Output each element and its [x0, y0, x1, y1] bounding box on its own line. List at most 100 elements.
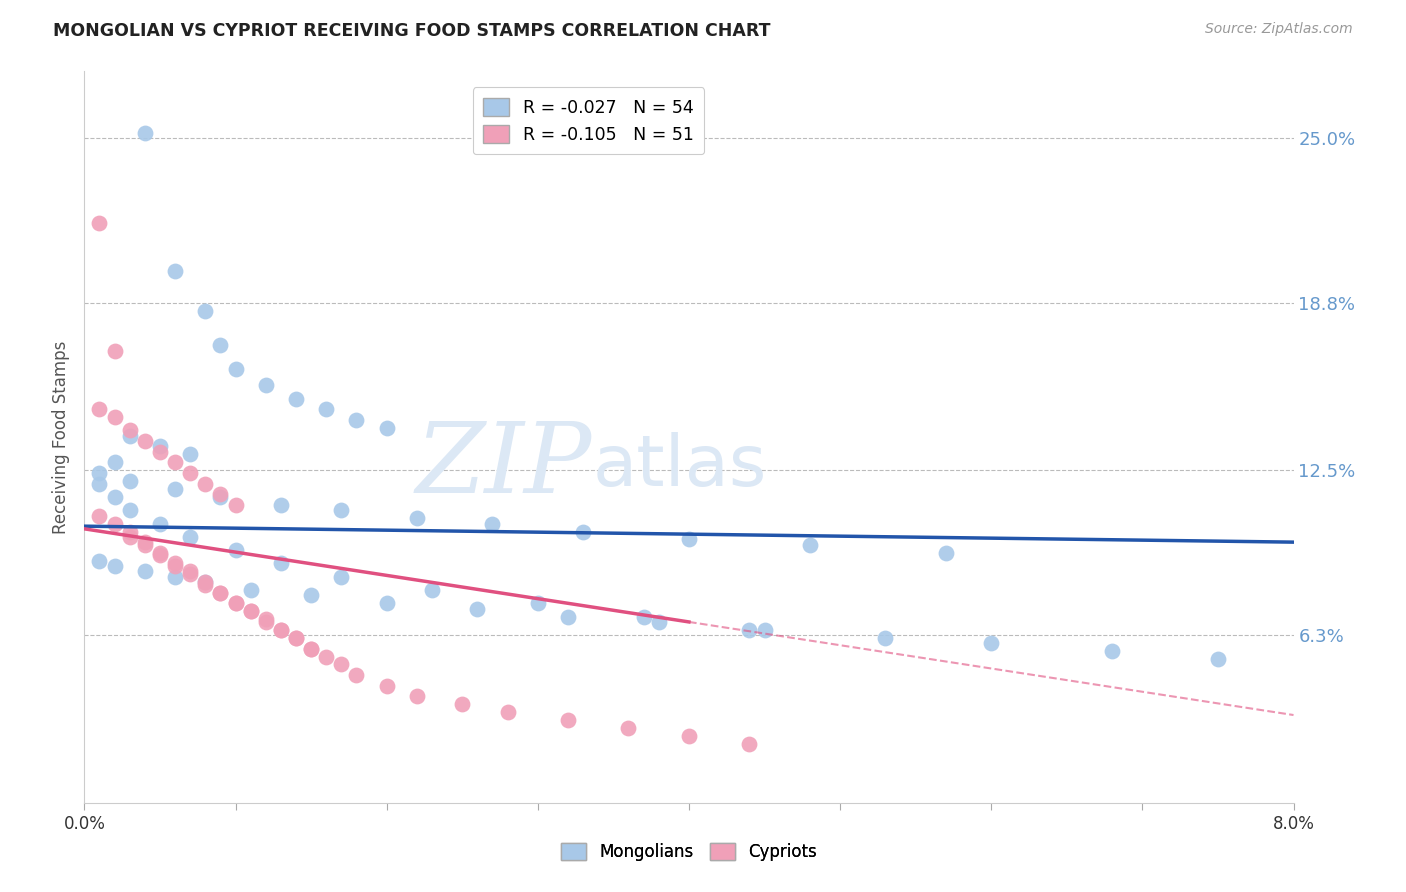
Point: [165, 264, 187, 278]
Point: [254, 615, 277, 629]
Point: [194, 577, 217, 591]
Point: [225, 596, 247, 610]
Point: [194, 575, 217, 590]
Point: [89, 476, 111, 491]
Point: [285, 392, 308, 406]
Point: [1206, 652, 1229, 666]
Point: [225, 362, 247, 376]
Point: [225, 543, 247, 558]
Point: [451, 698, 474, 712]
Point: [481, 516, 503, 531]
Point: [420, 582, 443, 597]
Point: [118, 530, 141, 544]
Point: [209, 487, 232, 501]
Point: [225, 498, 247, 512]
Point: [375, 679, 398, 693]
Point: [633, 609, 655, 624]
Point: [149, 439, 172, 453]
Point: [557, 714, 579, 728]
Point: [346, 413, 368, 427]
Point: [118, 424, 141, 438]
Point: [149, 546, 172, 560]
Point: [467, 601, 489, 615]
Point: [165, 570, 187, 584]
Point: [875, 631, 897, 645]
Text: MONGOLIAN VS CYPRIOT RECEIVING FOOD STAMPS CORRELATION CHART: MONGOLIAN VS CYPRIOT RECEIVING FOOD STAM…: [53, 22, 770, 40]
Point: [375, 596, 398, 610]
Point: [134, 434, 156, 448]
Point: [330, 503, 353, 517]
Point: [935, 546, 957, 560]
Point: [179, 466, 201, 480]
Point: [104, 516, 127, 531]
Point: [104, 559, 127, 574]
Point: [179, 567, 201, 582]
Point: [299, 641, 322, 656]
Text: ZIP: ZIP: [416, 418, 592, 514]
Point: [134, 538, 156, 552]
Point: [179, 447, 201, 461]
Point: [89, 216, 111, 230]
Point: [406, 690, 429, 704]
Point: [209, 585, 232, 599]
Point: [330, 657, 353, 672]
Point: [209, 490, 232, 504]
Point: [179, 530, 201, 544]
Point: [165, 557, 187, 571]
Point: [194, 476, 217, 491]
Point: [149, 516, 172, 531]
Point: [239, 604, 262, 618]
Point: [149, 444, 172, 458]
Point: [330, 570, 353, 584]
Point: [572, 524, 595, 539]
Point: [270, 498, 292, 512]
Point: [165, 455, 187, 469]
Point: [270, 557, 292, 571]
Point: [104, 410, 127, 425]
Y-axis label: Receiving Food Stamps: Receiving Food Stamps: [52, 341, 70, 533]
Point: [617, 722, 640, 736]
Point: [285, 631, 308, 645]
Text: atlas: atlas: [592, 432, 766, 500]
Text: Source: ZipAtlas.com: Source: ZipAtlas.com: [1205, 22, 1353, 37]
Point: [254, 378, 277, 392]
Point: [118, 474, 141, 488]
Point: [134, 535, 156, 549]
Point: [209, 338, 232, 352]
Point: [496, 706, 519, 720]
Point: [134, 565, 156, 579]
Point: [1101, 644, 1123, 658]
Point: [104, 455, 127, 469]
Point: [648, 615, 671, 629]
Point: [375, 421, 398, 435]
Point: [179, 565, 201, 579]
Point: [738, 737, 761, 751]
Point: [89, 402, 111, 417]
Point: [980, 636, 1002, 650]
Point: [89, 466, 111, 480]
Point: [527, 596, 550, 610]
Point: [194, 303, 217, 318]
Point: [194, 575, 217, 590]
Point: [254, 612, 277, 626]
Point: [285, 631, 308, 645]
Point: [118, 503, 141, 517]
Point: [149, 549, 172, 563]
Point: [209, 585, 232, 599]
Point: [738, 623, 761, 637]
Point: [165, 482, 187, 496]
Legend: Mongolians, Cypriots: Mongolians, Cypriots: [554, 836, 824, 868]
Point: [118, 524, 141, 539]
Point: [299, 588, 322, 602]
Point: [225, 596, 247, 610]
Point: [270, 623, 292, 637]
Point: [678, 729, 700, 743]
Point: [134, 126, 156, 140]
Point: [270, 623, 292, 637]
Point: [104, 343, 127, 358]
Point: [678, 533, 700, 547]
Point: [315, 402, 337, 417]
Point: [165, 559, 187, 574]
Point: [104, 490, 127, 504]
Point: [89, 508, 111, 523]
